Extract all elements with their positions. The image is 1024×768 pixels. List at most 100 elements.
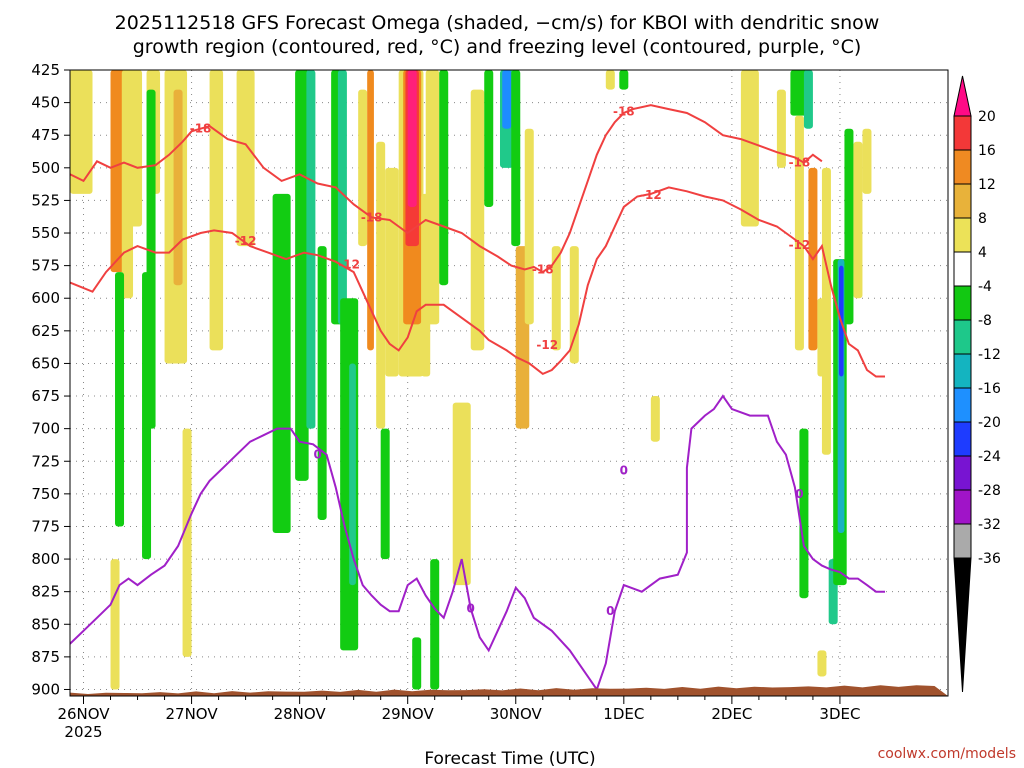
credit-text: coolwx.com/models	[878, 746, 1016, 762]
terrain-fill	[70, 685, 948, 696]
y-tick-label-475: 475	[31, 126, 60, 144]
terrain	[70, 685, 948, 696]
y-tick-label-550: 550	[31, 224, 60, 242]
contour-line-0	[70, 104, 823, 274]
omega-cell-8	[146, 89, 156, 429]
omega-cell-11	[182, 428, 192, 657]
y-tick-label-700: 700	[31, 420, 60, 438]
omega-cell-3	[121, 70, 134, 299]
omega-cell-14	[272, 193, 291, 533]
omega-cell-48	[650, 396, 660, 442]
omega-shading	[70, 70, 872, 690]
colorbar-segment-3	[953, 183, 972, 219]
colorbar-label-12: -32	[978, 517, 1001, 533]
colorbar-label-13: -36	[978, 551, 1001, 567]
omega-cell-49	[740, 70, 759, 227]
colorbar-segment-11	[953, 455, 972, 491]
omega-cell-17	[317, 246, 327, 520]
contour-label-1-3: -12	[640, 188, 662, 202]
contour-line-2	[70, 394, 885, 692]
colorbar-label-4: 4	[978, 245, 987, 261]
contour-label-0-0: -18	[190, 122, 212, 136]
omega-cell-53	[799, 428, 809, 599]
y-axis: 425 450 475 500 525 550 575 600 625 650 675 700 725 7…	[31, 61, 70, 698]
omega-cell-41	[511, 70, 521, 247]
x-tick-label-27NOV: 27NOV	[166, 705, 219, 723]
x-tick-sublabel: 2025	[64, 723, 102, 741]
y-tick-label-850: 850	[31, 615, 60, 633]
colorbar: 20 16 12 8 4 -4 -8 -12 -16 -20 -24 -28 -32 -36	[953, 75, 1001, 693]
x-tick-label-28NOV: 28NOV	[274, 705, 327, 723]
colorbar-segment-7	[953, 319, 972, 355]
omega-cell-47	[619, 70, 629, 90]
y-tick-label-800: 800	[31, 550, 60, 568]
colorbar-segment-2	[953, 149, 972, 185]
omega-cell-63	[853, 141, 863, 299]
colorbar-top-arrow	[953, 75, 972, 117]
omega-cell-21	[349, 363, 356, 586]
chart-title-line1: 2025112518 GFS Forecast Omega (shaded, −…	[115, 12, 880, 34]
colorbar-segment-12	[953, 489, 972, 525]
contour-lines: -18 -18 -18 -18 -18 -12 -12 -12 -12 -12 0 0 0 0 0	[70, 104, 885, 692]
y-tick-label-650: 650	[31, 354, 60, 372]
omega-cell-10	[110, 559, 120, 690]
colorbar-label-8: -16	[978, 381, 1001, 397]
contour-label-2-4: 0	[795, 487, 803, 501]
y-tick-label-575: 575	[31, 257, 60, 275]
omega-cell-24	[376, 141, 386, 429]
omega-cell-64	[862, 128, 872, 194]
contour-label-0-4: -18	[789, 156, 811, 170]
omega-cell-46	[605, 70, 615, 90]
y-tick-label-450: 450	[31, 94, 60, 112]
y-tick-label-625: 625	[31, 322, 60, 340]
omega-cell-12	[209, 70, 224, 351]
x-tick-label-26NOV: 26NOV	[57, 705, 110, 723]
contour-line-1	[70, 186, 885, 378]
omega-cell-19	[337, 70, 347, 325]
omega-cell-37	[470, 89, 485, 351]
omega-cell-38	[484, 70, 494, 207]
contour-label-1-0: -12	[235, 234, 257, 248]
colorbar-segment-6	[953, 285, 972, 321]
colorbar-label-3: 8	[978, 211, 987, 227]
colorbar-segment-1	[953, 115, 972, 151]
y-tick-label-600: 600	[31, 289, 60, 307]
omega-cell-13	[236, 70, 255, 247]
contour-label-0-1: -18	[361, 210, 383, 224]
x-tick-label-3DEC: 3DEC	[819, 705, 860, 723]
colorbar-segment-8	[953, 353, 972, 389]
omega-cell-15	[295, 70, 309, 481]
x-tick-label-2DEC: 2DEC	[711, 705, 752, 723]
chart-title-line2: growth region (contoured, red, °C) and f…	[133, 36, 862, 58]
colorbar-label-0: 20	[978, 109, 996, 125]
y-tick-label-825: 825	[31, 583, 60, 601]
omega-cell-44	[551, 246, 561, 351]
colorbar-segment-5	[953, 251, 972, 287]
omega-cell-57	[821, 167, 831, 455]
omega-cell-6	[173, 89, 183, 286]
colorbar-label-5: -4	[978, 279, 992, 295]
omega-cell-31	[412, 637, 422, 690]
omega-cell-23	[367, 70, 374, 351]
contour-label-1-1: -12	[338, 257, 360, 271]
omega-cell-33	[425, 70, 440, 325]
omega-cell-62	[844, 128, 854, 325]
omega-cell-65	[817, 650, 827, 677]
omega-cell-25	[380, 428, 390, 560]
contour-label-2-1: 0	[467, 602, 475, 616]
y-tick-label-775: 775	[31, 517, 60, 535]
colorbar-label-2: 12	[978, 177, 996, 193]
contour-label-2-2: 0	[606, 604, 614, 618]
x-tick-label-29NOV: 29NOV	[382, 705, 435, 723]
omega-cell-2	[110, 70, 125, 273]
contour-label-1-4: -12	[789, 238, 811, 252]
colorbar-label-9: -20	[978, 415, 1001, 431]
y-tick-label-900: 900	[31, 680, 60, 698]
y-tick-label-875: 875	[31, 648, 60, 666]
colorbar-segment-13	[953, 523, 972, 559]
omega-cell-54	[803, 70, 813, 129]
contour-label-2-3: 0	[620, 463, 628, 477]
contour-label-1-2: -12	[536, 338, 558, 352]
colorbar-segment-9	[953, 387, 972, 423]
